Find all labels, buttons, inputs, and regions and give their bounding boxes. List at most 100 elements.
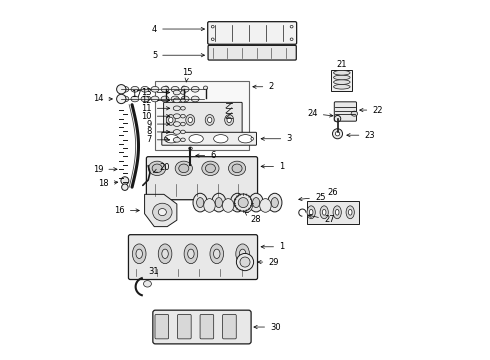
Ellipse shape	[161, 86, 169, 92]
Text: 26: 26	[327, 188, 338, 197]
Ellipse shape	[191, 86, 199, 92]
Ellipse shape	[238, 198, 248, 208]
Ellipse shape	[290, 38, 293, 41]
Ellipse shape	[334, 75, 350, 80]
Polygon shape	[145, 194, 177, 226]
Ellipse shape	[230, 193, 245, 212]
Ellipse shape	[158, 244, 172, 264]
Ellipse shape	[260, 199, 271, 212]
Text: 27: 27	[308, 214, 335, 224]
Ellipse shape	[333, 129, 343, 139]
Ellipse shape	[184, 244, 198, 264]
FancyBboxPatch shape	[177, 315, 191, 339]
Ellipse shape	[334, 80, 350, 85]
Ellipse shape	[210, 244, 223, 264]
Ellipse shape	[241, 199, 252, 212]
Ellipse shape	[249, 193, 263, 212]
Ellipse shape	[182, 86, 186, 90]
Ellipse shape	[202, 161, 219, 176]
Ellipse shape	[169, 117, 173, 123]
Ellipse shape	[179, 164, 189, 173]
Ellipse shape	[152, 164, 162, 173]
Ellipse shape	[181, 114, 185, 118]
Ellipse shape	[191, 96, 199, 102]
Ellipse shape	[335, 132, 340, 136]
Ellipse shape	[214, 249, 220, 258]
Text: 12: 12	[141, 96, 170, 105]
Ellipse shape	[181, 107, 185, 110]
Text: 5: 5	[152, 51, 204, 60]
FancyBboxPatch shape	[164, 102, 242, 141]
Ellipse shape	[173, 122, 180, 126]
Text: 7: 7	[147, 135, 170, 144]
Ellipse shape	[161, 96, 169, 102]
Ellipse shape	[211, 26, 214, 28]
FancyBboxPatch shape	[128, 235, 258, 279]
Ellipse shape	[121, 86, 129, 92]
Ellipse shape	[232, 164, 242, 173]
Ellipse shape	[132, 244, 146, 264]
Text: 31: 31	[148, 267, 159, 276]
Ellipse shape	[171, 86, 179, 92]
FancyBboxPatch shape	[162, 132, 256, 145]
Text: 4: 4	[152, 24, 204, 33]
Ellipse shape	[173, 138, 180, 142]
Ellipse shape	[136, 249, 143, 258]
Ellipse shape	[334, 71, 350, 75]
Ellipse shape	[144, 280, 151, 287]
Ellipse shape	[158, 208, 167, 216]
Text: 3: 3	[261, 134, 292, 143]
Ellipse shape	[181, 138, 185, 141]
Ellipse shape	[186, 114, 195, 125]
Ellipse shape	[181, 99, 185, 102]
Text: 15: 15	[182, 68, 193, 82]
Ellipse shape	[131, 96, 139, 102]
Ellipse shape	[117, 94, 126, 104]
Ellipse shape	[215, 198, 222, 208]
Ellipse shape	[212, 193, 226, 212]
Ellipse shape	[164, 86, 168, 90]
Ellipse shape	[211, 38, 214, 41]
Bar	[331, 70, 352, 91]
Ellipse shape	[271, 198, 278, 208]
Ellipse shape	[165, 137, 168, 140]
Ellipse shape	[290, 26, 293, 28]
FancyBboxPatch shape	[208, 45, 296, 60]
Ellipse shape	[334, 85, 350, 89]
Text: 25: 25	[299, 193, 325, 202]
Text: 29: 29	[258, 257, 279, 266]
Ellipse shape	[334, 116, 341, 122]
Ellipse shape	[320, 206, 328, 219]
Ellipse shape	[204, 199, 215, 212]
Ellipse shape	[333, 206, 342, 219]
Ellipse shape	[131, 86, 139, 92]
Ellipse shape	[173, 114, 180, 118]
Ellipse shape	[238, 135, 253, 143]
FancyBboxPatch shape	[147, 157, 258, 200]
Ellipse shape	[151, 96, 159, 102]
Ellipse shape	[236, 253, 254, 271]
Text: 1: 1	[261, 242, 284, 251]
Text: 18: 18	[98, 179, 118, 188]
Ellipse shape	[162, 249, 168, 258]
Ellipse shape	[227, 117, 231, 123]
Bar	[307, 201, 359, 224]
Ellipse shape	[141, 86, 149, 92]
Ellipse shape	[181, 96, 189, 102]
Ellipse shape	[252, 198, 260, 208]
Text: 10: 10	[141, 112, 170, 121]
Bar	[155, 81, 248, 149]
Ellipse shape	[203, 86, 208, 90]
Text: 24: 24	[307, 109, 333, 118]
Ellipse shape	[181, 91, 185, 94]
Ellipse shape	[141, 96, 149, 102]
Ellipse shape	[205, 164, 216, 173]
FancyBboxPatch shape	[208, 22, 296, 44]
Ellipse shape	[181, 122, 185, 126]
Text: 19: 19	[93, 165, 117, 174]
FancyBboxPatch shape	[155, 315, 169, 339]
Ellipse shape	[117, 85, 126, 94]
FancyBboxPatch shape	[334, 102, 357, 121]
Text: 28: 28	[245, 212, 261, 224]
Ellipse shape	[236, 244, 249, 264]
